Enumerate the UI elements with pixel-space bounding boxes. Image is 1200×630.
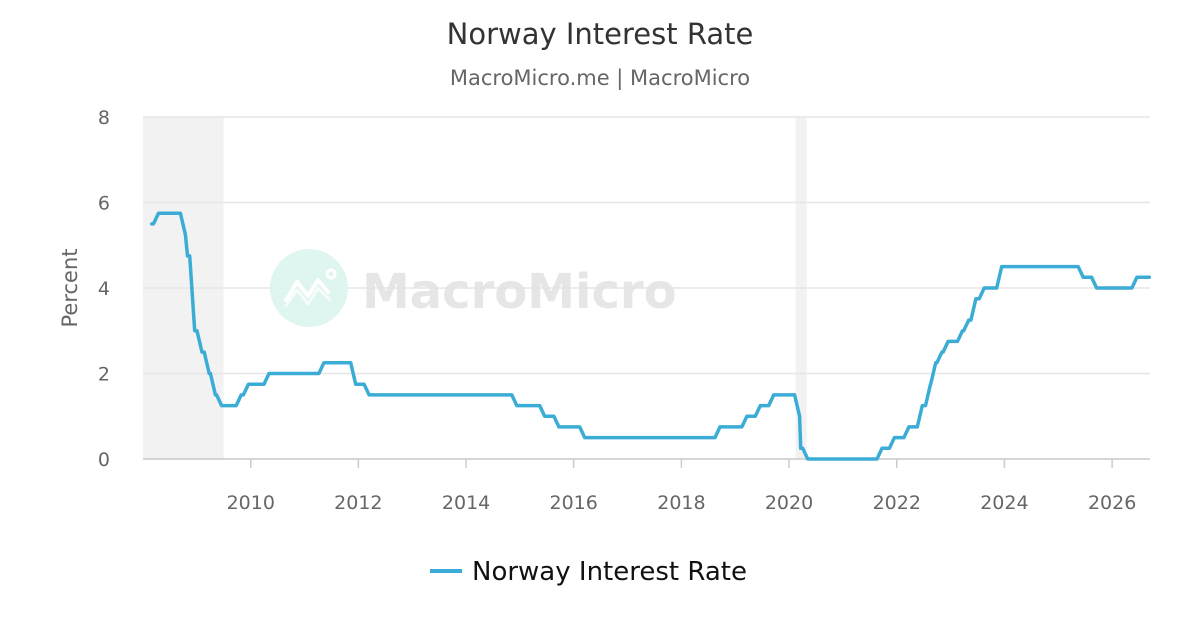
x-tick-label: 2024 — [980, 492, 1028, 514]
watermark-text: MacroMicro — [362, 264, 677, 320]
chart-subtitle: MacroMicro.me | MacroMicro — [450, 66, 750, 91]
x-tick-label: 2022 — [873, 492, 921, 514]
y-tick-label: 8 — [98, 107, 110, 129]
x-tick-label: 2016 — [550, 492, 598, 514]
y-tick-label: 4 — [98, 278, 110, 300]
y-tick-label: 0 — [98, 449, 110, 471]
x-tick-label: 2018 — [657, 492, 705, 514]
x-tick-label: 2026 — [1088, 492, 1136, 514]
y-tick-label: 2 — [98, 364, 110, 386]
chart-line-logo-icon — [270, 249, 348, 327]
y-axis-ticks: 0 2 4 6 8 — [98, 107, 110, 471]
x-tick-label: 2014 — [442, 492, 490, 514]
x-tick-label: 2012 — [334, 492, 382, 514]
chart-title: Norway Interest Rate — [447, 17, 754, 51]
logo-dot — [325, 268, 337, 280]
x-tick-label: 2020 — [765, 492, 813, 514]
y-tick-label: 6 — [98, 193, 110, 215]
y-axis-title: Percent — [58, 248, 82, 327]
series-line-0[interactable] — [150, 211, 1152, 461]
series-layer — [150, 211, 1152, 461]
x-tick-label: 2010 — [227, 492, 275, 514]
logo-line — [284, 278, 330, 302]
legend[interactable]: Norway Interest Rate — [430, 557, 747, 587]
x-axis-ticks: 2010 2012 2014 2016 2018 2020 2022 2024 2026 — [227, 459, 1136, 514]
legend-label[interactable]: Norway Interest Rate — [472, 557, 747, 587]
watermark: MacroMicro — [270, 249, 677, 327]
logo-line-2 — [284, 286, 332, 308]
